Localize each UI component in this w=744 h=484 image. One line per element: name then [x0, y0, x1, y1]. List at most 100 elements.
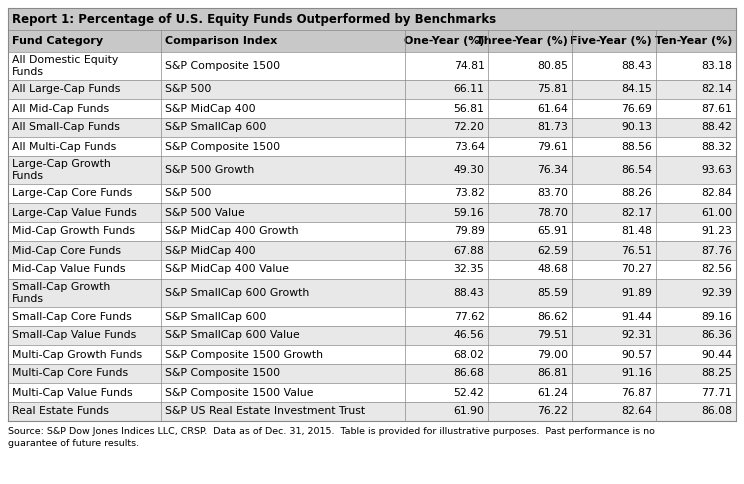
Text: S&P 500 Growth: S&P 500 Growth: [165, 165, 254, 175]
Text: 91.23: 91.23: [701, 227, 732, 237]
Text: 78.70: 78.70: [537, 208, 568, 217]
Text: 88.56: 88.56: [621, 141, 652, 151]
Text: S&P Composite 1500 Value: S&P Composite 1500 Value: [165, 388, 313, 397]
Text: 92.31: 92.31: [621, 331, 652, 341]
Text: S&P SmallCap 600: S&P SmallCap 600: [165, 312, 266, 321]
Text: Five-Year (%): Five-Year (%): [570, 36, 652, 46]
Text: 87.61: 87.61: [701, 104, 732, 114]
Text: All Small-Cap Funds: All Small-Cap Funds: [12, 122, 120, 133]
Bar: [8, 203, 736, 222]
Text: 93.63: 93.63: [701, 165, 732, 175]
Bar: [8, 279, 736, 307]
Text: Small-Cap Value Funds: Small-Cap Value Funds: [12, 331, 136, 341]
Text: One-Year (%): One-Year (%): [404, 36, 484, 46]
Bar: [8, 326, 736, 345]
Text: 82.17: 82.17: [621, 208, 652, 217]
Text: S&P SmallCap 600 Value: S&P SmallCap 600 Value: [165, 331, 300, 341]
Text: 91.89: 91.89: [621, 288, 652, 298]
Text: S&P SmallCap 600 Growth: S&P SmallCap 600 Growth: [165, 288, 309, 298]
Text: 75.81: 75.81: [537, 85, 568, 94]
Text: 61.90: 61.90: [454, 407, 484, 417]
Text: 86.81: 86.81: [537, 368, 568, 378]
Text: Mid-Cap Core Funds: Mid-Cap Core Funds: [12, 245, 121, 256]
Text: 77.62: 77.62: [454, 312, 484, 321]
Bar: [8, 8, 736, 30]
Text: Report 1: Percentage of U.S. Equity Funds Outperformed by Benchmarks: Report 1: Percentage of U.S. Equity Fund…: [12, 13, 496, 26]
Text: 79.51: 79.51: [537, 331, 568, 341]
Text: 86.68: 86.68: [454, 368, 484, 378]
Bar: [8, 402, 736, 421]
Text: 74.81: 74.81: [454, 61, 484, 71]
Text: 67.88: 67.88: [454, 245, 484, 256]
Bar: [8, 80, 736, 99]
Text: Real Estate Funds: Real Estate Funds: [12, 407, 109, 417]
Text: 49.30: 49.30: [454, 165, 484, 175]
Text: S&P Composite 1500: S&P Composite 1500: [165, 141, 280, 151]
Text: S&P Composite 1500: S&P Composite 1500: [165, 61, 280, 71]
Text: 77.71: 77.71: [701, 388, 732, 397]
Text: 61.00: 61.00: [701, 208, 732, 217]
Text: 83.70: 83.70: [537, 188, 568, 198]
Text: S&P MidCap 400 Growth: S&P MidCap 400 Growth: [165, 227, 298, 237]
Text: 89.16: 89.16: [701, 312, 732, 321]
Text: Multi-Cap Value Funds: Multi-Cap Value Funds: [12, 388, 132, 397]
Text: Large-Cap Value Funds: Large-Cap Value Funds: [12, 208, 137, 217]
Bar: [8, 364, 736, 383]
Text: 92.39: 92.39: [701, 288, 732, 298]
Text: 73.64: 73.64: [454, 141, 484, 151]
Text: 76.51: 76.51: [621, 245, 652, 256]
Text: S&P SmallCap 600: S&P SmallCap 600: [165, 122, 266, 133]
Text: 83.18: 83.18: [701, 61, 732, 71]
Text: 84.15: 84.15: [621, 85, 652, 94]
Bar: [8, 118, 736, 137]
Text: 88.32: 88.32: [701, 141, 732, 151]
Text: 32.35: 32.35: [454, 264, 484, 274]
Text: All Large-Cap Funds: All Large-Cap Funds: [12, 85, 121, 94]
Text: All Domestic Equity
Funds: All Domestic Equity Funds: [12, 55, 118, 77]
Text: 81.48: 81.48: [621, 227, 652, 237]
Text: 56.81: 56.81: [454, 104, 484, 114]
Text: S&P 500 Value: S&P 500 Value: [165, 208, 245, 217]
Text: 70.27: 70.27: [621, 264, 652, 274]
Text: 68.02: 68.02: [454, 349, 484, 360]
Text: 62.59: 62.59: [537, 245, 568, 256]
Text: Large-Cap Core Funds: Large-Cap Core Funds: [12, 188, 132, 198]
Text: 86.54: 86.54: [621, 165, 652, 175]
Text: 79.89: 79.89: [454, 227, 484, 237]
Bar: [8, 222, 736, 241]
Text: 52.42: 52.42: [454, 388, 484, 397]
Text: S&P 500: S&P 500: [165, 85, 211, 94]
Text: 48.68: 48.68: [537, 264, 568, 274]
Bar: [8, 345, 736, 364]
Text: 91.16: 91.16: [621, 368, 652, 378]
Text: 86.08: 86.08: [701, 407, 732, 417]
Text: 91.44: 91.44: [621, 312, 652, 321]
Text: Multi-Cap Growth Funds: Multi-Cap Growth Funds: [12, 349, 142, 360]
Text: 46.56: 46.56: [454, 331, 484, 341]
Text: 66.11: 66.11: [454, 85, 484, 94]
Text: S&P Composite 1500 Growth: S&P Composite 1500 Growth: [165, 349, 323, 360]
Text: Mid-Cap Growth Funds: Mid-Cap Growth Funds: [12, 227, 135, 237]
Bar: [8, 184, 736, 203]
Text: All Multi-Cap Funds: All Multi-Cap Funds: [12, 141, 116, 151]
Text: 61.24: 61.24: [537, 388, 568, 397]
Bar: [8, 260, 736, 279]
Text: Ten-Year (%): Ten-Year (%): [655, 36, 732, 46]
Text: 90.57: 90.57: [621, 349, 652, 360]
Text: S&P US Real Estate Investment Trust: S&P US Real Estate Investment Trust: [165, 407, 365, 417]
Text: Mid-Cap Value Funds: Mid-Cap Value Funds: [12, 264, 126, 274]
Text: S&P MidCap 400 Value: S&P MidCap 400 Value: [165, 264, 289, 274]
Text: 88.42: 88.42: [701, 122, 732, 133]
Text: S&P MidCap 400: S&P MidCap 400: [165, 104, 255, 114]
Text: 87.76: 87.76: [701, 245, 732, 256]
Bar: [8, 30, 736, 52]
Bar: [8, 241, 736, 260]
Text: Small-Cap Growth
Funds: Small-Cap Growth Funds: [12, 282, 110, 304]
Text: 88.26: 88.26: [621, 188, 652, 198]
Text: 72.20: 72.20: [454, 122, 484, 133]
Text: 88.43: 88.43: [454, 288, 484, 298]
Text: 81.73: 81.73: [537, 122, 568, 133]
Text: 61.64: 61.64: [537, 104, 568, 114]
Text: 59.16: 59.16: [454, 208, 484, 217]
Text: 76.22: 76.22: [537, 407, 568, 417]
